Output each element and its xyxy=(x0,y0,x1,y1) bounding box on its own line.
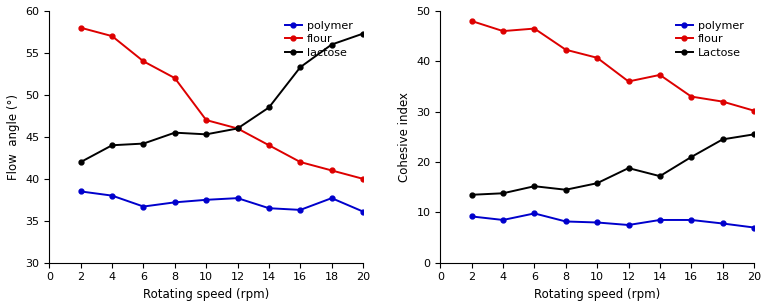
lactose xyxy=(327,43,336,47)
flour xyxy=(327,168,336,172)
polymer xyxy=(624,223,633,227)
lactose xyxy=(108,144,117,147)
polymer xyxy=(530,212,539,215)
Lactose xyxy=(750,132,759,136)
Lactose xyxy=(498,192,508,195)
Lactose xyxy=(561,188,571,192)
flour xyxy=(687,95,696,99)
lactose xyxy=(201,132,210,136)
flour xyxy=(530,27,539,30)
Legend: polymer, flour, lactose: polymer, flour, lactose xyxy=(280,17,357,62)
flour xyxy=(624,79,633,83)
flour xyxy=(108,34,117,38)
lactose xyxy=(296,65,305,69)
polymer xyxy=(296,208,305,212)
polymer xyxy=(108,194,117,197)
polymer xyxy=(593,221,602,224)
flour xyxy=(264,144,273,147)
flour xyxy=(593,56,602,60)
flour xyxy=(750,109,759,112)
Lactose xyxy=(467,193,476,197)
polymer xyxy=(687,218,696,222)
lactose xyxy=(170,131,180,135)
polymer xyxy=(359,210,368,213)
Lactose xyxy=(624,166,633,170)
lactose xyxy=(76,160,85,164)
polymer xyxy=(170,201,180,204)
Y-axis label: Flow  angle (°): Flow angle (°) xyxy=(7,94,20,180)
flour xyxy=(201,118,210,122)
flour xyxy=(498,29,508,33)
polymer xyxy=(201,198,210,202)
polymer xyxy=(718,222,727,225)
lactose xyxy=(264,106,273,109)
polymer xyxy=(233,196,242,200)
Lactose xyxy=(593,181,602,185)
Line: lactose: lactose xyxy=(78,31,366,164)
polymer xyxy=(561,220,571,223)
Lactose xyxy=(530,184,539,188)
flour xyxy=(296,160,305,164)
Lactose xyxy=(655,174,664,178)
polymer xyxy=(264,206,273,210)
polymer xyxy=(76,190,85,193)
Legend: polymer, flour, Lactose: polymer, flour, Lactose xyxy=(671,17,749,62)
Line: flour: flour xyxy=(78,25,366,181)
Lactose xyxy=(687,155,696,159)
flour xyxy=(718,100,727,103)
Y-axis label: Cohesive index: Cohesive index xyxy=(398,92,411,182)
polymer xyxy=(327,196,336,200)
Line: polymer: polymer xyxy=(78,189,366,214)
polymer xyxy=(750,226,759,229)
flour xyxy=(359,177,368,181)
lactose xyxy=(233,127,242,130)
X-axis label: Rotating speed (rpm): Rotating speed (rpm) xyxy=(534,288,660,301)
Line: Lactose: Lactose xyxy=(469,132,756,197)
polymer xyxy=(498,218,508,222)
Line: polymer: polymer xyxy=(469,211,756,230)
lactose xyxy=(139,142,148,145)
polymer xyxy=(655,218,664,222)
flour xyxy=(561,48,571,51)
polymer xyxy=(467,215,476,218)
flour xyxy=(467,19,476,23)
X-axis label: Rotating speed (rpm): Rotating speed (rpm) xyxy=(143,288,270,301)
flour xyxy=(170,76,180,80)
Lactose xyxy=(718,138,727,141)
flour xyxy=(655,73,664,77)
lactose xyxy=(359,32,368,35)
flour xyxy=(76,26,85,30)
flour xyxy=(139,59,148,63)
polymer xyxy=(139,205,148,209)
Line: flour: flour xyxy=(469,18,756,113)
flour xyxy=(233,127,242,130)
